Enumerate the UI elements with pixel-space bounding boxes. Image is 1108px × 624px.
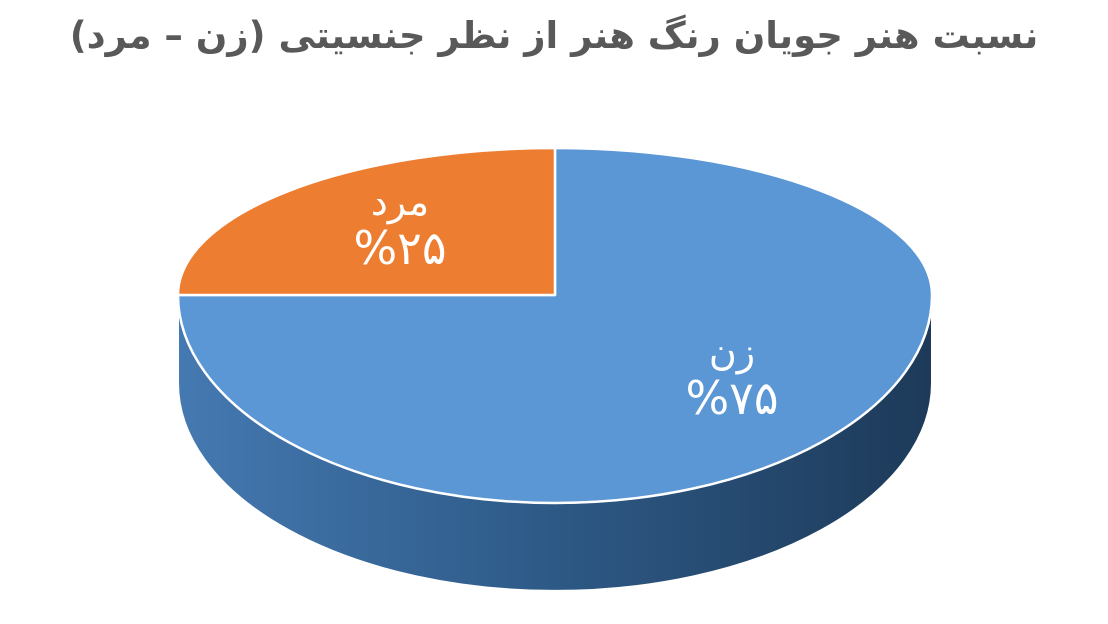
pie-slice-women xyxy=(176,146,934,505)
chart-title: نسبت هنر جویان رنگ هنر از نظر جنسیتی (زن… xyxy=(69,14,1039,57)
pie-slice-men xyxy=(176,146,557,297)
